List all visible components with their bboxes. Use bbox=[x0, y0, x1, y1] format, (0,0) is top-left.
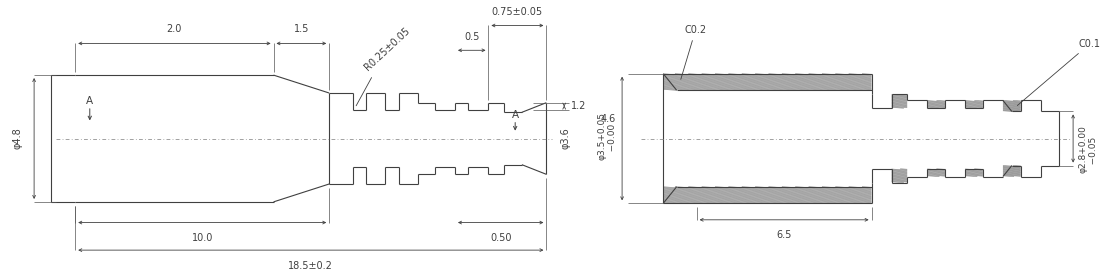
Text: C0.2: C0.2 bbox=[681, 25, 707, 79]
Text: 1.2: 1.2 bbox=[571, 101, 586, 111]
Text: 1.5: 1.5 bbox=[293, 24, 309, 34]
Text: 0.50: 0.50 bbox=[489, 233, 512, 243]
Text: 0.75±0.05: 0.75±0.05 bbox=[492, 7, 543, 17]
Text: 10.0: 10.0 bbox=[192, 233, 213, 243]
Text: 18.5±0.2: 18.5±0.2 bbox=[289, 261, 333, 271]
Text: A: A bbox=[512, 110, 518, 120]
Text: φ2.8+0.00
   −0.05: φ2.8+0.00 −0.05 bbox=[1078, 125, 1098, 173]
Text: 2.0: 2.0 bbox=[167, 24, 182, 34]
Text: 4.6: 4.6 bbox=[600, 114, 615, 124]
Text: φ3.6: φ3.6 bbox=[561, 128, 571, 149]
Text: φ3.5+0.05
   −0.00: φ3.5+0.05 −0.00 bbox=[598, 112, 617, 160]
Text: A: A bbox=[86, 96, 94, 106]
Text: 0.5: 0.5 bbox=[464, 32, 479, 42]
Text: 6.5: 6.5 bbox=[776, 230, 792, 240]
Text: C0.1: C0.1 bbox=[1017, 39, 1101, 106]
Text: R0.25±0.05: R0.25±0.05 bbox=[356, 25, 411, 106]
Text: φ4.8: φ4.8 bbox=[12, 128, 22, 149]
